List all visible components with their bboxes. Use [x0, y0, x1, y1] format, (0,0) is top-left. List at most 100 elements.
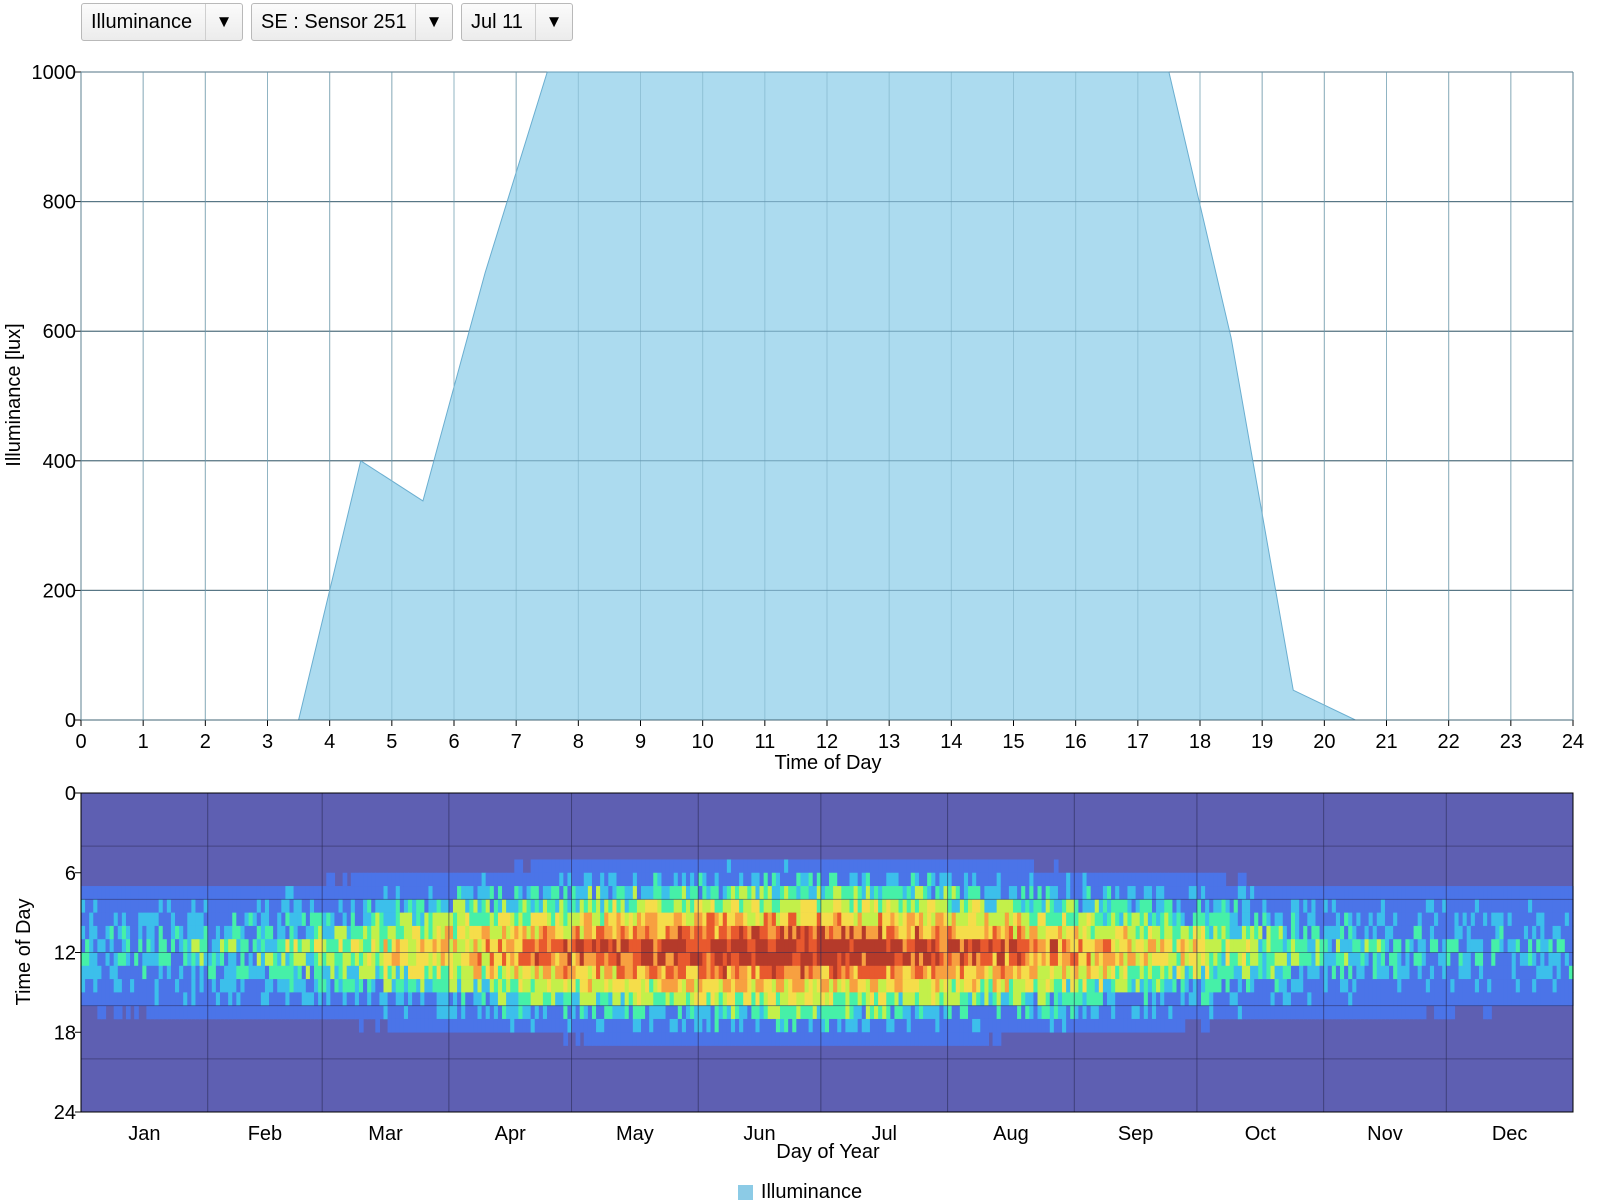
heatmap-cell	[1037, 899, 1043, 913]
heatmap-cell	[187, 925, 192, 940]
heatmap-cell	[117, 925, 123, 940]
heatmap-cell	[845, 912, 851, 927]
heatmap-cell	[1327, 925, 1333, 940]
heatmap-cell	[134, 979, 139, 993]
heatmap-cell	[726, 992, 732, 1006]
heatmap-cell	[714, 939, 720, 953]
heatmap-cell	[526, 886, 532, 900]
heatmap-cell	[579, 965, 585, 980]
heatmap-cell	[963, 872, 969, 887]
heatmap-cell	[1474, 886, 1480, 900]
heatmap-cell	[567, 912, 573, 927]
chevron-down-icon[interactable]: ▼	[535, 4, 572, 40]
heatmap-cell	[138, 992, 143, 1006]
heatmap-cell	[1017, 925, 1022, 940]
heatmap-cell	[1478, 886, 1484, 900]
heatmap-cell	[1205, 899, 1210, 913]
heatmap-cell	[1094, 1005, 1100, 1020]
heatmap-cell	[1151, 1005, 1157, 1020]
heatmap-cell	[444, 965, 450, 980]
heatmap-cell	[1364, 992, 1370, 1006]
heatmap-cell	[559, 899, 564, 913]
heatmap-cell	[224, 1005, 229, 1020]
heatmap-cell	[853, 859, 859, 874]
heatmap-cell	[1356, 1005, 1362, 1020]
heatmap-cell	[1335, 1005, 1341, 1020]
heatmap-cell	[1115, 1005, 1120, 1020]
heatmap-cell	[808, 886, 814, 900]
heatmap-cell	[130, 899, 135, 913]
heatmap-cell	[1360, 1005, 1366, 1020]
heatmap-cell	[853, 992, 859, 1006]
heatmap-cell	[587, 939, 593, 953]
heatmap-cell	[289, 952, 295, 967]
heatmap-cell	[886, 1018, 891, 1033]
heatmap-cell	[947, 1032, 953, 1046]
heatmap-cell	[1474, 939, 1480, 953]
heatmap-cell	[518, 872, 524, 887]
heatmap-cell	[158, 979, 164, 993]
date-dropdown[interactable]: Jul 11 ▼	[461, 3, 573, 41]
heatmap-cell	[1401, 939, 1407, 953]
heatmap-cell	[1160, 939, 1165, 953]
heatmap-cell	[269, 939, 274, 953]
heatmap-cell	[894, 965, 900, 980]
heatmap-cell	[853, 925, 859, 940]
heatmap-cell	[1196, 925, 1202, 940]
heatmap-cell	[538, 979, 544, 993]
heatmap-cell	[1090, 965, 1096, 980]
heatmap-cell	[162, 965, 168, 980]
heatmap-cell	[563, 899, 569, 913]
heatmap-cell	[1340, 899, 1345, 913]
heatmap-cell	[477, 1005, 483, 1020]
heatmap-cell	[1127, 939, 1133, 953]
heatmap-cell	[1090, 979, 1096, 993]
heatmap-cell	[85, 925, 90, 940]
heatmap-cell	[694, 1032, 699, 1046]
heatmap-cell	[506, 1018, 511, 1033]
chevron-down-icon[interactable]: ▼	[205, 4, 242, 40]
heatmap-cell	[702, 939, 708, 953]
heatmap-cell	[1070, 979, 1075, 993]
heatmap-cell	[1045, 952, 1051, 967]
heatmap-cell	[191, 925, 197, 940]
heatmap-cell	[972, 939, 977, 953]
heatmap-cell	[375, 886, 380, 900]
heatmap-cell	[575, 965, 581, 980]
heatmap-cell	[690, 872, 695, 887]
heatmap-cell	[1184, 1005, 1190, 1020]
heatmap-cell	[910, 912, 916, 927]
heatmap-cell	[833, 1005, 838, 1020]
heatmap-cell	[833, 912, 838, 927]
metric-dropdown[interactable]: Illuminance ▼	[81, 3, 243, 41]
area-xtick-label: 16	[1065, 731, 1087, 753]
heatmap-cell	[718, 899, 724, 913]
heatmap-cell	[502, 952, 507, 967]
heatmap-cell	[1000, 912, 1006, 927]
heatmap-cell	[808, 859, 814, 874]
heatmap-cell	[1021, 872, 1026, 887]
heatmap-cell	[874, 859, 879, 874]
heatmap-cell	[943, 952, 949, 967]
heatmap-cell	[1123, 872, 1129, 887]
heatmap-cell	[1270, 979, 1276, 993]
sensor-dropdown[interactable]: SE : Sensor 251 ▼	[251, 3, 453, 41]
heatmap-cell	[309, 939, 315, 953]
heatmap-cell	[510, 979, 515, 993]
heatmap-cell	[285, 939, 291, 953]
heatmap-cell	[702, 899, 708, 913]
chevron-down-icon[interactable]: ▼	[415, 4, 452, 40]
area-ytick-label: 1000	[32, 62, 77, 84]
heatmap-cell	[273, 1005, 278, 1020]
heatmap-cell	[538, 872, 544, 887]
heatmap-cell	[1151, 965, 1157, 980]
heatmap-cell	[1295, 886, 1300, 900]
heatmap-cell	[681, 979, 687, 993]
heatmap-cell	[1131, 872, 1137, 887]
heatmap-cell	[1315, 992, 1321, 1006]
heatmap-cell	[882, 952, 887, 967]
heatmap-cell	[1560, 992, 1566, 1006]
heatmap-cell	[628, 992, 634, 1006]
heatmap-cell	[534, 952, 540, 967]
heatmap-cell	[1213, 899, 1218, 913]
